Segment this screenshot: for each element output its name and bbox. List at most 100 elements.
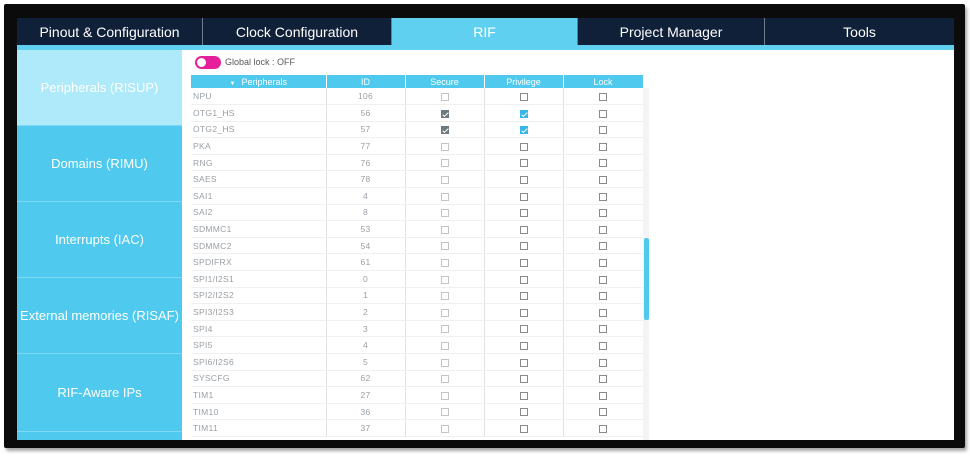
secure-checkbox[interactable] — [440, 325, 449, 334]
secure-checkbox[interactable] — [440, 176, 449, 185]
lock-checkbox[interactable] — [599, 126, 607, 135]
table-row[interactable]: TIM10 36 — [191, 403, 643, 421]
lock-checkbox[interactable] — [599, 424, 607, 433]
secure-checkbox[interactable] — [440, 159, 449, 168]
secure-checkbox[interactable] — [440, 109, 449, 118]
privilege-checkbox[interactable] — [519, 192, 528, 201]
secure-checkbox[interactable] — [440, 192, 449, 201]
secure-checkbox[interactable] — [440, 358, 449, 367]
tab-tools[interactable]: Tools — [765, 18, 954, 45]
privilege-checkbox[interactable] — [519, 225, 528, 234]
lock-checkbox[interactable] — [599, 258, 607, 267]
lock-checkbox[interactable] — [599, 325, 607, 334]
tab-pinout-configuration[interactable]: Pinout & Configuration — [17, 18, 203, 45]
privilege-checkbox[interactable] — [519, 126, 528, 135]
table-row[interactable]: TIM11 37 — [191, 419, 643, 437]
table-row[interactable]: SPI4 3 — [191, 320, 643, 338]
table-row[interactable]: SPI3/I2S3 2 — [191, 303, 643, 321]
secure-checkbox[interactable] — [440, 292, 449, 301]
privilege-checkbox[interactable] — [519, 375, 528, 384]
privilege-checkbox[interactable] — [519, 275, 528, 284]
table-row[interactable]: TIM1 27 — [191, 386, 643, 404]
secure-checkbox[interactable] — [440, 375, 449, 384]
table-row[interactable]: SPI6/I2S6 5 — [191, 353, 643, 371]
global-lock-toggle[interactable] — [195, 56, 221, 69]
secure-checkbox[interactable] — [440, 391, 449, 400]
privilege-checkbox[interactable] — [519, 424, 528, 433]
lock-checkbox[interactable] — [599, 391, 607, 400]
secure-checkbox[interactable] — [440, 242, 449, 251]
secure-checkbox[interactable] — [440, 408, 449, 417]
table-row[interactable]: SYSCFG 62 — [191, 370, 643, 388]
privilege-checkbox[interactable] — [519, 209, 528, 218]
table-row[interactable]: NPU 106 — [191, 88, 643, 106]
secure-checkbox[interactable] — [440, 308, 449, 317]
table-row[interactable]: SAES 78 — [191, 170, 643, 189]
tab-rif[interactable]: RIF — [392, 18, 578, 45]
privilege-checkbox[interactable] — [519, 325, 528, 334]
privilege-checkbox[interactable] — [519, 176, 528, 185]
table-row[interactable]: SPDIFRX 61 — [191, 253, 643, 272]
lock-checkbox[interactable] — [599, 408, 607, 417]
sidebar-item-domains-rimu[interactable]: Domains (RIMU) — [17, 126, 182, 202]
privilege-checkbox[interactable] — [519, 142, 528, 151]
tab-project-manager[interactable]: Project Manager — [578, 18, 765, 45]
privilege-checkbox[interactable] — [519, 159, 528, 168]
column-header-privilege[interactable]: Privilege — [484, 75, 564, 88]
privilege-checkbox[interactable] — [519, 358, 528, 367]
lock-checkbox[interactable] — [599, 375, 607, 384]
table-row[interactable]: OTG2_HS 57 — [191, 121, 643, 139]
secure-checkbox[interactable] — [440, 275, 449, 284]
secure-checkbox[interactable] — [440, 424, 449, 433]
privilege-checkbox[interactable] — [519, 109, 528, 118]
table-row[interactable]: SAI2 8 — [191, 204, 643, 222]
privilege-checkbox[interactable] — [519, 391, 528, 400]
table-row[interactable]: SDMMC2 54 — [191, 237, 643, 255]
table-row[interactable]: PKA 77 — [191, 137, 643, 155]
privilege-checkbox[interactable] — [519, 292, 528, 301]
privilege-checkbox[interactable] — [519, 308, 528, 317]
lock-checkbox[interactable] — [599, 292, 607, 301]
secure-checkbox[interactable] — [440, 142, 449, 151]
lock-checkbox[interactable] — [599, 225, 607, 234]
lock-checkbox[interactable] — [599, 92, 607, 101]
table-row[interactable]: SAI1 4 — [191, 187, 643, 205]
secure-checkbox[interactable] — [440, 258, 449, 267]
lock-checkbox[interactable] — [599, 308, 607, 317]
tab-clock-configuration[interactable]: Clock Configuration — [203, 18, 392, 45]
lock-checkbox[interactable] — [599, 209, 607, 218]
secure-checkbox[interactable] — [440, 341, 449, 350]
secure-checkbox[interactable] — [440, 92, 449, 101]
table-row[interactable]: SPI2/I2S2 1 — [191, 287, 643, 305]
secure-checkbox[interactable] — [440, 209, 449, 218]
sidebar-item-interrupts-iac[interactable]: Interrupts (IAC) — [17, 202, 182, 278]
sidebar-item-rif-aware-ips[interactable]: RIF-Aware IPs — [17, 354, 182, 432]
table-row[interactable]: RNG 76 — [191, 154, 643, 172]
privilege-checkbox[interactable] — [519, 92, 528, 101]
table-row[interactable]: OTG1_HS 56 — [191, 104, 643, 122]
table-row[interactable]: SPI5 4 — [191, 336, 643, 354]
column-header-peripherals[interactable]: ▼ Peripherals — [191, 75, 327, 88]
privilege-checkbox[interactable] — [519, 258, 528, 267]
lock-checkbox[interactable] — [599, 109, 607, 118]
privilege-checkbox[interactable] — [519, 408, 528, 417]
column-header-lock[interactable]: Lock — [563, 75, 643, 88]
table-row[interactable]: SDMMC1 53 — [191, 220, 643, 238]
lock-checkbox[interactable] — [599, 341, 607, 350]
lock-checkbox[interactable] — [599, 242, 607, 251]
column-header-id[interactable]: ID — [326, 75, 406, 88]
column-header-secure[interactable]: Secure — [405, 75, 485, 88]
secure-checkbox[interactable] — [440, 225, 449, 234]
sidebar-item-external-memories-risaf[interactable]: External memories (RISAF) — [17, 278, 182, 354]
lock-checkbox[interactable] — [599, 192, 607, 201]
lock-checkbox[interactable] — [599, 176, 607, 185]
lock-checkbox[interactable] — [599, 275, 607, 284]
privilege-checkbox[interactable] — [519, 341, 528, 350]
lock-checkbox[interactable] — [599, 358, 607, 367]
sidebar-item-peripherals-risup[interactable]: Peripherals (RISUP) — [17, 50, 182, 126]
table-row[interactable]: SPI1/I2S1 0 — [191, 270, 643, 288]
lock-checkbox[interactable] — [599, 142, 607, 151]
privilege-checkbox[interactable] — [519, 242, 528, 251]
secure-checkbox[interactable] — [440, 126, 449, 135]
lock-checkbox[interactable] — [599, 159, 607, 168]
